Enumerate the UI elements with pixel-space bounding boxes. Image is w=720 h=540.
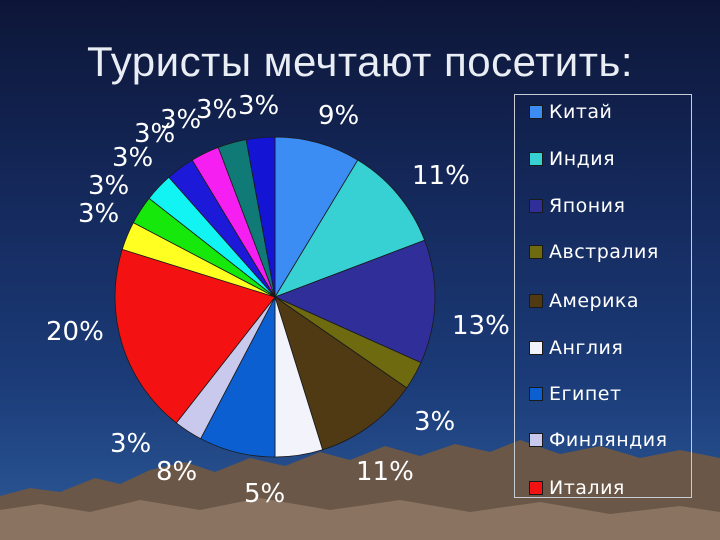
slice-percent-label: 3%: [160, 105, 201, 135]
pie-slice-2: [273, 239, 436, 364]
legend-label: Австралия: [549, 241, 659, 263]
pie-slice-4: [274, 296, 408, 451]
legend-item: Америка: [529, 290, 639, 312]
slice-percent-label: 11%: [412, 161, 470, 191]
legend-item: Италия: [529, 477, 625, 499]
legend-item: Япония: [529, 195, 625, 217]
pie-slice-8: [114, 248, 276, 424]
legend-item: Индия: [529, 148, 615, 170]
pie-slice-0: [274, 136, 359, 299]
pie-chart: [114, 136, 436, 458]
mountain-highlight: [0, 498, 720, 540]
legend-label: Америка: [549, 290, 640, 312]
slice-percent-label: 3%: [78, 199, 119, 229]
legend-swatch: [529, 294, 543, 308]
legend-label: Финляндия: [549, 429, 668, 451]
slice-percent-label: 20%: [46, 317, 104, 347]
legend-swatch: [529, 199, 543, 213]
legend-item: Англия: [529, 337, 623, 359]
slice-percent-label: 3%: [88, 171, 129, 201]
slice-percent-label: 8%: [156, 457, 197, 487]
legend-swatch: [529, 105, 543, 119]
legend-swatch: [529, 433, 543, 447]
slide-title: Туристы мечтают посетить:: [86, 38, 634, 85]
legend-swatch: [529, 245, 543, 259]
legend-label: Египет: [549, 383, 622, 405]
legend-label: Англия: [549, 337, 624, 359]
slice-percent-label: 13%: [452, 311, 510, 341]
legend-swatch: [529, 152, 543, 166]
slice-percent-label: 3%: [134, 119, 175, 149]
legend-item: Египет: [529, 383, 622, 405]
legend-swatch: [529, 341, 543, 355]
slice-percent-label: 3%: [196, 95, 237, 125]
legend-swatch: [529, 387, 543, 401]
slice-percent-label: 3%: [414, 407, 455, 437]
slice-percent-label: 5%: [244, 479, 285, 509]
legend-label: Япония: [549, 195, 626, 217]
pie-slice-unlabeled-15: [245, 136, 276, 298]
slice-percent-label: 11%: [356, 457, 414, 487]
pie-slice-1: [274, 159, 426, 298]
slice-percent-label: 3%: [238, 91, 279, 121]
slice-percent-label: 3%: [112, 143, 153, 173]
legend-label: Индия: [549, 148, 616, 170]
slice-percent-label: 9%: [318, 101, 359, 131]
legend-label: Италия: [549, 477, 625, 499]
slice-percent-label: 3%: [110, 429, 151, 459]
legend-item: Китай: [529, 101, 612, 123]
slice-labels: 9%11%13%3%11%5%8%3%20%3%3%3%3%3%3% 3%: [46, 91, 510, 509]
legend: Китай Индия Япония Австралия Америка Англия Ег…: [514, 94, 692, 499]
legend-item: Финляндия: [529, 429, 668, 451]
legend-label: Китай: [549, 101, 613, 123]
legend-item: Австралия: [529, 241, 659, 263]
legend-swatch: [529, 481, 543, 495]
